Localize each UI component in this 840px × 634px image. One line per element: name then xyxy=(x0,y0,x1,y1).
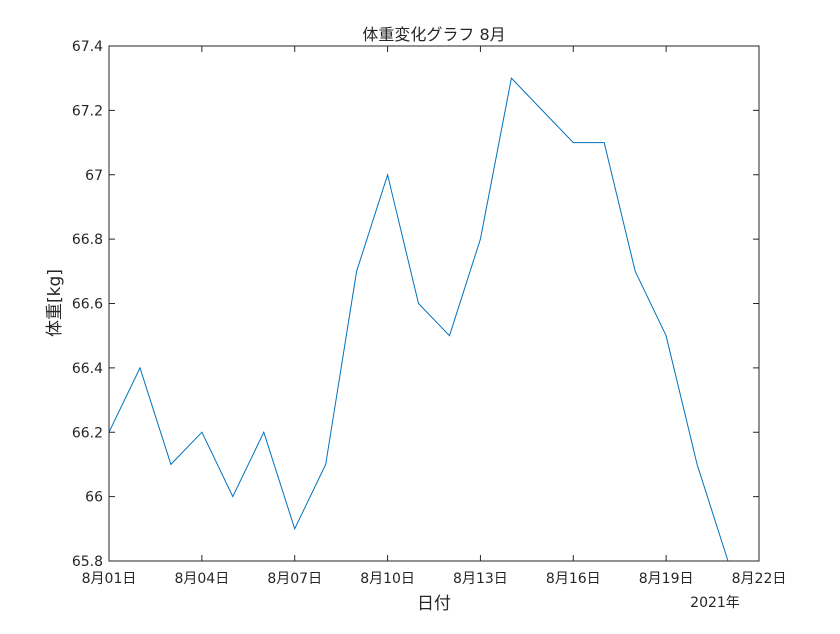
plot-area xyxy=(109,46,759,561)
x-tick-label: 8月19日 xyxy=(639,571,694,587)
series-layer xyxy=(108,77,729,562)
y-tick-label: 67 xyxy=(85,168,103,184)
y-tick-label: 66.8 xyxy=(72,232,103,248)
plot-frame xyxy=(108,45,760,562)
x-tick-label: 8月01日 xyxy=(82,571,137,587)
x-tick-label: 8月07日 xyxy=(267,571,322,587)
x-tick-label: 8月13日 xyxy=(453,571,508,587)
y-tick-label: 66 xyxy=(85,490,103,506)
y-axis-ticks: 65.8 66 66.2 66.4 66.6 66.8 67 67.2 67.4 xyxy=(72,39,759,570)
x-tick-label: 8月10日 xyxy=(360,571,415,587)
y-tick-label: 65.8 xyxy=(72,554,103,570)
x-tick-label: 8月22日 xyxy=(732,571,787,587)
y-tick-label: 67.2 xyxy=(72,103,103,119)
x-tick-label: 8月04日 xyxy=(174,571,229,587)
y-tick-label: 66.4 xyxy=(72,361,103,377)
y-tick-label: 66.2 xyxy=(72,425,103,441)
y-tick-label: 67.4 xyxy=(72,39,103,55)
weight-series-line xyxy=(108,77,729,562)
y-axis-title: 体重[kg] xyxy=(45,269,65,337)
y-tick-label: 66.6 xyxy=(72,297,103,313)
chart-title: 体重変化グラフ 8月 xyxy=(362,25,505,44)
x-axis-year-label: 2021年 xyxy=(690,595,740,611)
x-axis-title: 日付 xyxy=(417,594,451,614)
x-tick-label: 8月16日 xyxy=(546,571,601,587)
x-axis-ticks: 8月01日 8月04日 8月07日 8月10日 8月13日 8月16日 8月19日 8月22日 xyxy=(82,46,787,587)
